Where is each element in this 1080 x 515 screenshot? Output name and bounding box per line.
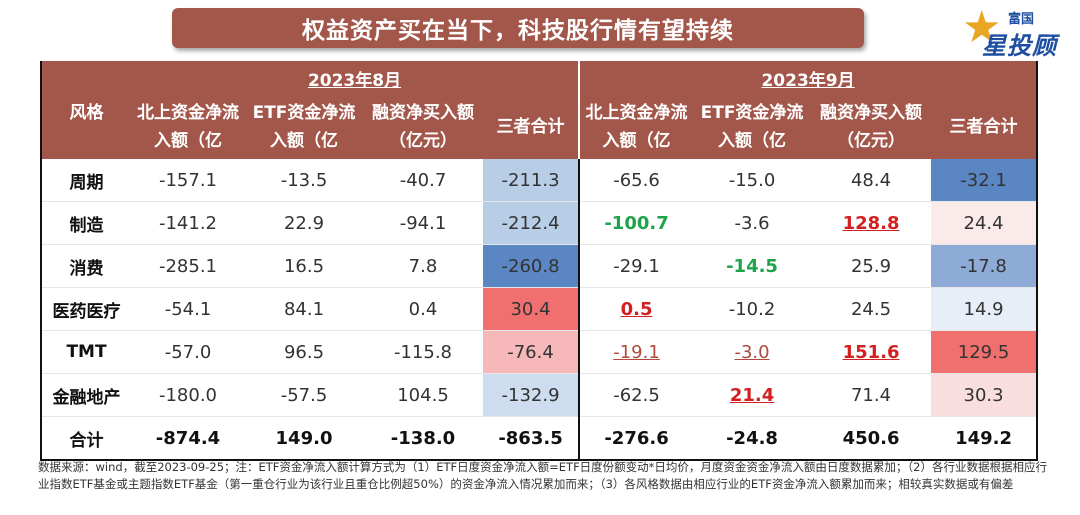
table-cell: 30.3 bbox=[931, 373, 1039, 417]
table-cell: 21.4 bbox=[693, 373, 812, 417]
table-cell: -180.0 bbox=[131, 373, 245, 417]
table-cell: 128.8 bbox=[811, 201, 932, 245]
month-header-sep: 2023年9月 bbox=[578, 61, 1039, 95]
table-cell: 149.2 bbox=[931, 416, 1039, 461]
table-cell: 25.9 bbox=[811, 244, 932, 288]
table-cell: -17.8 bbox=[931, 244, 1039, 288]
row-label: 金融地产 bbox=[40, 373, 131, 417]
table-cell: -76.4 bbox=[483, 330, 580, 374]
col-header-north: 北上资金净流入额（亿 bbox=[131, 95, 245, 159]
footnote: 数据来源：wind，截至2023-09-25；注：ETF资金净流入额计算方式为（… bbox=[38, 460, 1047, 491]
col-header-north: 北上资金净流入额（亿 bbox=[578, 95, 694, 159]
col-header-sum: 三者合计 bbox=[931, 95, 1039, 159]
table-cell: 14.9 bbox=[931, 287, 1039, 331]
brand-logo: ★ 富国 星投顾 bbox=[962, 2, 1072, 61]
fund-flow-table: 风格 2023年8月 2023年9月 北上资金净流入额（亿 ETF资金净流入额（… bbox=[40, 61, 1039, 461]
table-row: 周期 -157.1 -13.5 -40.7 -211.3 -65.6 -15.0… bbox=[40, 159, 1039, 202]
table-cell: -874.4 bbox=[131, 416, 245, 461]
table-cell: 22.9 bbox=[245, 201, 363, 245]
star-icon: ★ bbox=[962, 2, 1002, 53]
table-cell: 7.8 bbox=[363, 244, 483, 288]
table-cell: -54.1 bbox=[131, 287, 245, 331]
table-cell: 24.5 bbox=[811, 287, 932, 331]
month-header-aug: 2023年8月 bbox=[131, 61, 580, 95]
table-row: 金融地产 -180.0 -57.5 104.5 -132.9 -62.5 21.… bbox=[40, 373, 1039, 417]
table-cell: -57.0 bbox=[131, 330, 245, 374]
col-header-margin: 融资净买入额（亿元） bbox=[811, 95, 932, 159]
table-cell: -157.1 bbox=[131, 159, 245, 202]
table-cell: -62.5 bbox=[578, 373, 694, 417]
table-cell: -141.2 bbox=[131, 201, 245, 245]
table-cell: -14.5 bbox=[693, 244, 812, 288]
row-label: 消费 bbox=[40, 244, 131, 288]
table-cell: -3.0 bbox=[693, 330, 812, 374]
logo-small-text: 富国 bbox=[1008, 12, 1035, 27]
table-row: TMT -57.0 96.5 -115.8 -76.4 -19.1 -3.0 1… bbox=[40, 330, 1039, 374]
row-label: 医药医疗 bbox=[40, 287, 131, 331]
table-cell: -863.5 bbox=[483, 416, 580, 461]
table-cell: -212.4 bbox=[483, 201, 580, 245]
table-cell: 450.6 bbox=[811, 416, 932, 461]
col-header-sum: 三者合计 bbox=[483, 95, 580, 159]
table-cell: 0.5 bbox=[578, 287, 694, 331]
table-cell: -285.1 bbox=[131, 244, 245, 288]
col-header-etf: ETF资金净流入额（亿 bbox=[245, 95, 363, 159]
table-cell: -32.1 bbox=[931, 159, 1039, 202]
table-cell: -260.8 bbox=[483, 244, 580, 288]
table-cell: 129.5 bbox=[931, 330, 1039, 374]
table-cell: -138.0 bbox=[363, 416, 483, 461]
table-cell: -132.9 bbox=[483, 373, 580, 417]
row-label: 合计 bbox=[40, 416, 131, 461]
table-cell: -29.1 bbox=[578, 244, 694, 288]
col-header-margin: 融资净买入额（亿元） bbox=[363, 95, 483, 159]
page-title: 权益资产买在当下，科技股行情有望持续 bbox=[302, 18, 734, 44]
row-label: 周期 bbox=[40, 159, 131, 202]
table-cell: 30.4 bbox=[483, 287, 580, 331]
table-cell: 0.4 bbox=[363, 287, 483, 331]
table-cell: -65.6 bbox=[578, 159, 694, 202]
table-cell: 84.1 bbox=[245, 287, 363, 331]
row-label: 制造 bbox=[40, 201, 131, 245]
table-cell: 16.5 bbox=[245, 244, 363, 288]
row-label: TMT bbox=[40, 330, 131, 374]
table-cell: -24.8 bbox=[693, 416, 812, 461]
table-cell: -115.8 bbox=[363, 330, 483, 374]
table-cell: -10.2 bbox=[693, 287, 812, 331]
logo-big-text: 星投顾 bbox=[982, 32, 1057, 60]
table-cell: 24.4 bbox=[931, 201, 1039, 245]
table-row: 制造 -141.2 22.9 -94.1 -212.4 -100.7 -3.6 … bbox=[40, 201, 1039, 245]
table-cell: 96.5 bbox=[245, 330, 363, 374]
table-cell: 151.6 bbox=[811, 330, 932, 374]
table-cell: -40.7 bbox=[363, 159, 483, 202]
table-cell: -211.3 bbox=[483, 159, 580, 202]
table-cell: -94.1 bbox=[363, 201, 483, 245]
style-header: 风格 bbox=[40, 61, 131, 159]
table-cell: -57.5 bbox=[245, 373, 363, 417]
table-cell: 71.4 bbox=[811, 373, 932, 417]
table-cell: -15.0 bbox=[693, 159, 812, 202]
table-cell: -19.1 bbox=[578, 330, 694, 374]
col-header-etf: ETF资金净流入额（亿 bbox=[693, 95, 812, 159]
table-cell: -276.6 bbox=[578, 416, 694, 461]
total-row: 合计 -874.4 149.0 -138.0 -863.5 -276.6 -24… bbox=[40, 416, 1039, 461]
table-cell: 48.4 bbox=[811, 159, 932, 202]
table-cell: -100.7 bbox=[578, 201, 694, 245]
table-cell: 149.0 bbox=[245, 416, 363, 461]
title-banner: 权益资产买在当下，科技股行情有望持续 bbox=[172, 8, 864, 48]
table-cell: -3.6 bbox=[693, 201, 812, 245]
table-cell: -13.5 bbox=[245, 159, 363, 202]
table-row: 医药医疗 -54.1 84.1 0.4 30.4 0.5 -10.2 24.5 … bbox=[40, 287, 1039, 331]
table-cell: 104.5 bbox=[363, 373, 483, 417]
table-row: 消费 -285.1 16.5 7.8 -260.8 -29.1 -14.5 25… bbox=[40, 244, 1039, 288]
